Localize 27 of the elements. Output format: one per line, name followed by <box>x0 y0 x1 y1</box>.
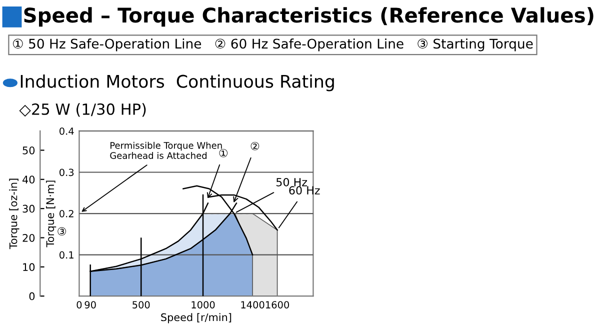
text: ◇25 W (1/30 HP) <box>19 103 146 117</box>
y2-tick-label: 40 <box>22 176 35 184</box>
y2-tick-label: 20 <box>22 234 35 242</box>
y2-tick-label: 0 <box>29 292 35 300</box>
x-tick-label: 1000 <box>192 301 215 308</box>
text: ① 50 Hz Safe-Operation Line ② 60 Hz Safe-Operation Line ③ Starting Torque <box>12 38 533 52</box>
y-tick-label: 0.2 <box>60 210 74 218</box>
y-tick-label: 0.1 <box>60 251 74 259</box>
y-axis-title: Torque [N·m] <box>46 180 56 248</box>
x-tick-label: 1400 <box>241 301 264 308</box>
chart-subtitle: Induction Motors Continuous Rating <box>20 74 334 92</box>
text: ③ <box>58 227 66 236</box>
y-tick-label: 0.3 <box>60 168 74 176</box>
annotation: ② <box>250 142 260 150</box>
x-tick-label: 90 <box>84 301 96 308</box>
y2-tick-label: 10 <box>23 263 35 272</box>
x-tick-label: 500 <box>132 301 150 308</box>
chart-title: Speed – Torque Characteristics (Reference Values) <box>24 7 594 27</box>
y2-tick-label: 30 <box>22 204 35 213</box>
text: 60 Hz <box>289 186 320 195</box>
text: 50 Hz <box>276 178 308 186</box>
x-axis-title: Speed [r/min] <box>161 313 232 324</box>
x-tick-label: 0 <box>76 301 82 308</box>
y2-tick-label: 50 <box>22 146 35 154</box>
y2-axis-title: Torque [oz-in] <box>9 178 20 250</box>
x-tick-label: 1600 <box>266 301 290 308</box>
y-tick-label: 0.4 <box>60 127 74 135</box>
